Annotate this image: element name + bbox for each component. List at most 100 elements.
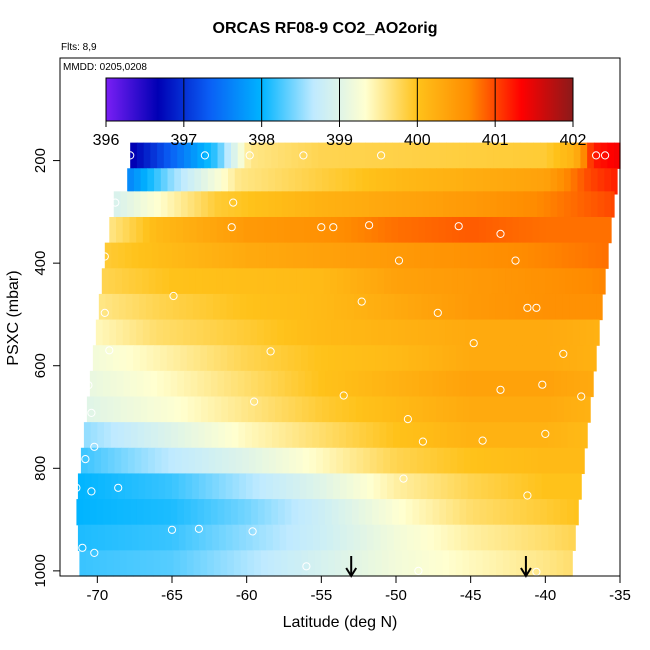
heatmap-cell <box>123 499 131 526</box>
heatmap-cell <box>469 550 477 577</box>
heatmap-cell <box>165 473 173 500</box>
heatmap-cell <box>348 191 357 218</box>
heatmap-cell <box>245 242 254 269</box>
heatmap-cell <box>271 499 279 526</box>
heatmap-cell <box>467 473 475 500</box>
heatmap-cell <box>367 293 375 321</box>
heatmap-cell <box>160 345 168 372</box>
heatmap-cell <box>422 168 431 195</box>
heatmap-cell <box>400 473 408 500</box>
heatmap-cell <box>319 242 328 269</box>
heatmap-cell <box>96 499 104 526</box>
heatmap-cell <box>454 242 462 269</box>
heatmap-cell <box>253 293 261 321</box>
heatmap-cell <box>94 447 102 475</box>
heatmap-cell <box>124 422 132 449</box>
heatmap-cell <box>171 422 179 449</box>
heatmap-cell <box>248 447 257 475</box>
heatmap-cell <box>109 216 117 244</box>
heatmap-cell <box>263 216 272 244</box>
heatmap-cell <box>330 268 338 295</box>
heatmap-cell <box>84 524 92 551</box>
heatmap-cell <box>353 524 361 551</box>
heatmap-cell <box>340 293 349 321</box>
heatmap-cell <box>354 345 363 372</box>
heatmap-cell <box>340 473 348 500</box>
heatmap-cell <box>443 168 451 195</box>
heatmap-cell <box>351 216 359 244</box>
heatmap-cell <box>282 447 290 475</box>
heatmap-cell <box>432 370 440 398</box>
heatmap-cell <box>440 242 449 269</box>
heatmap-cell <box>331 319 339 346</box>
heatmap-cell <box>133 191 142 218</box>
heatmap-cell <box>564 447 573 475</box>
heatmap-cell <box>288 168 296 195</box>
heatmap-cell <box>87 447 95 475</box>
colorbar-ticks: 396 397 398 399 400 401 402 <box>93 78 586 149</box>
heatmap-cell <box>292 422 300 449</box>
heatmap-cell <box>390 447 398 475</box>
heatmap-cell <box>555 473 563 500</box>
heatmap-cell <box>604 191 612 218</box>
heatmap-cell <box>322 396 330 423</box>
heatmap-cell <box>425 499 434 526</box>
heatmap-cell <box>301 191 310 218</box>
heatmap-cell <box>142 216 151 244</box>
heatmap-cell <box>334 293 342 321</box>
sample-marker <box>169 291 178 301</box>
heatmap-cell <box>148 268 157 295</box>
heatmap-cell <box>463 168 471 195</box>
heatmap-cell <box>130 499 138 526</box>
heatmap-cell <box>482 550 490 577</box>
heatmap-cell <box>185 473 193 500</box>
heatmap-cell <box>526 499 534 526</box>
heatmap-cell <box>254 168 263 195</box>
heatmap-cell <box>481 242 489 269</box>
heatmap-cell <box>304 142 313 169</box>
heatmap-cell <box>98 524 106 551</box>
heatmap-cell <box>602 242 609 269</box>
heatmap-cell <box>561 242 570 269</box>
heatmap-cell <box>540 422 549 449</box>
heatmap-cell <box>467 242 475 269</box>
heatmap-cell <box>398 142 407 169</box>
heatmap-cell <box>159 293 167 321</box>
heatmap-cell <box>580 142 588 169</box>
heatmap-cell <box>86 550 94 577</box>
heatmap-cell <box>180 345 188 372</box>
heatmap-cell <box>301 345 309 372</box>
heatmap-cell <box>306 242 314 269</box>
flights-label: Flts: 8,9 <box>61 42 97 53</box>
heatmap-cell <box>470 447 478 475</box>
heatmap-cell <box>381 550 390 577</box>
heatmap-cell <box>284 319 292 346</box>
heatmap-cell <box>134 447 142 475</box>
heatmap-cell <box>472 142 481 169</box>
heatmap-cell <box>425 142 434 169</box>
heatmap-cell <box>375 345 383 372</box>
heatmap-cell <box>247 550 255 577</box>
heatmap-cell <box>513 370 521 398</box>
heatmap-cell <box>518 268 526 295</box>
heatmap-cell <box>206 293 214 321</box>
heatmap-cell <box>483 168 491 195</box>
heatmap-cell <box>487 473 496 500</box>
heatmap-cell <box>447 473 455 500</box>
heatmap-cell <box>360 242 368 269</box>
heatmap-cell <box>236 268 244 295</box>
heatmap-cell <box>315 168 323 195</box>
heatmap-cell <box>107 396 115 423</box>
heatmap-cell <box>494 242 502 269</box>
heatmap-cell <box>344 216 352 244</box>
heatmap-cell <box>195 447 203 475</box>
heatmap-cell <box>199 293 207 321</box>
heatmap-cell <box>517 447 526 475</box>
heatmap-cell <box>243 216 251 244</box>
heatmap-cell <box>486 499 494 526</box>
heatmap-cell <box>519 319 527 346</box>
heatmap-cell <box>593 142 602 169</box>
heatmap-cell <box>328 550 336 577</box>
heatmap-cell <box>356 447 364 475</box>
heatmap-cell <box>552 268 560 295</box>
